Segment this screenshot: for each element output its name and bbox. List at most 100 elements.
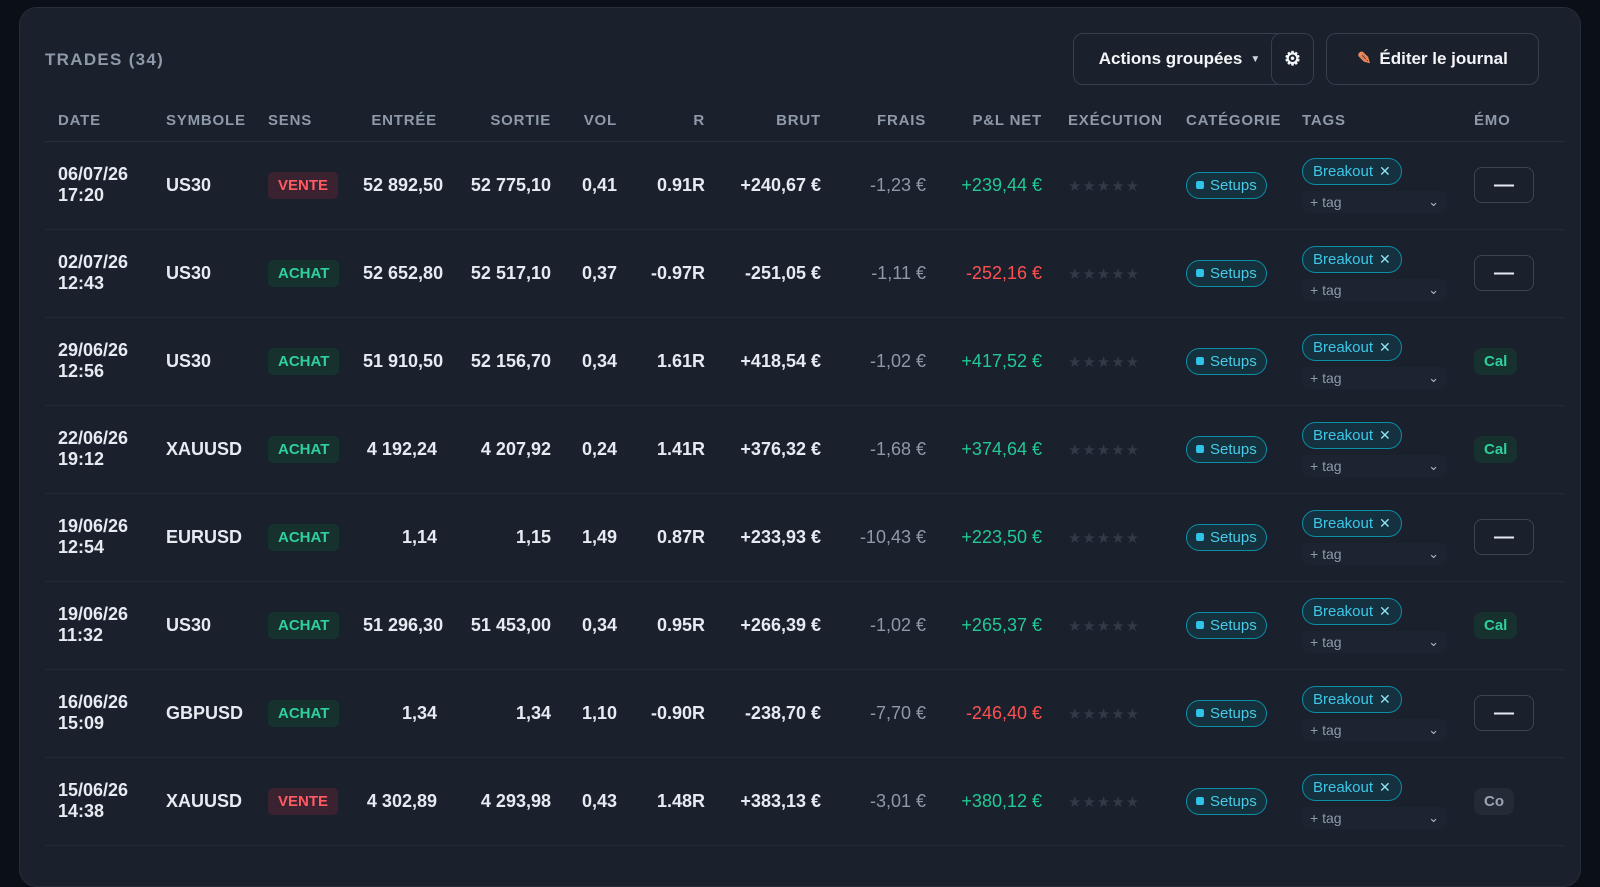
r-multiple-cell: 0.87R: [630, 493, 718, 582]
emotion-badge[interactable]: Co: [1474, 787, 1514, 815]
execution-rating-stars[interactable]: ★★★★★: [1068, 177, 1141, 195]
net-pnl-cell: +374,64 €: [939, 405, 1055, 494]
column-header[interactable]: TAGS: [1289, 100, 1461, 142]
category-label: Setups: [1210, 616, 1257, 634]
tag-chip[interactable]: Breakout ✕: [1302, 333, 1402, 361]
execution-rating-stars[interactable]: ★★★★★: [1068, 617, 1141, 635]
exit-cell: 4 207,92: [450, 405, 564, 494]
table-row[interactable]: 06/07/26 17:20 US30 VENTE 52 892,50 52 77…: [45, 141, 1565, 230]
category-badge[interactable]: Setups: [1186, 699, 1267, 727]
add-tag-select[interactable]: + tag ⌄: [1302, 718, 1447, 741]
category-badge[interactable]: Setups: [1186, 435, 1267, 463]
exit-cell: 1,15: [450, 493, 564, 582]
category-label: Setups: [1210, 440, 1257, 458]
table-row[interactable]: 22/06/26 19:12 XAUUSD ACHAT 4 192,24 4 20…: [45, 405, 1565, 494]
chevron-down-icon: ⌄: [1428, 633, 1439, 649]
execution-rating-stars[interactable]: ★★★★★: [1068, 705, 1141, 723]
column-header[interactable]: FRAIS: [834, 100, 939, 142]
add-tag-select[interactable]: + tag ⌄: [1302, 366, 1447, 389]
emotion-badge[interactable]: Cal: [1474, 611, 1518, 639]
tag-chip[interactable]: Breakout ✕: [1302, 773, 1402, 801]
category-badge[interactable]: Setups: [1186, 347, 1267, 375]
column-header[interactable]: ENTRÉE: [350, 100, 450, 142]
side-cell: ACHAT: [255, 317, 350, 406]
tag-chip[interactable]: Breakout ✕: [1302, 421, 1402, 449]
close-icon[interactable]: ✕: [1379, 690, 1391, 707]
column-header[interactable]: CATÉGORIE: [1173, 100, 1289, 142]
caret-down-icon: ▼: [1250, 53, 1261, 65]
category-badge[interactable]: Setups: [1186, 787, 1267, 815]
tag-chip[interactable]: Breakout ✕: [1302, 597, 1402, 625]
column-header[interactable]: R: [630, 100, 718, 142]
category-badge[interactable]: Setups: [1186, 523, 1267, 551]
symbol-cell: XAUUSD: [153, 405, 255, 494]
add-tag-select[interactable]: + tag ⌄: [1302, 542, 1447, 565]
execution-rating-stars[interactable]: ★★★★★: [1068, 441, 1141, 459]
emotion-badge[interactable]: Cal: [1474, 347, 1518, 375]
fees-cell: -1,02 €: [834, 317, 939, 406]
add-tag-select[interactable]: + tag ⌄: [1302, 454, 1447, 477]
close-icon[interactable]: ✕: [1379, 514, 1391, 531]
r-multiple-cell: 0.95R: [630, 581, 718, 670]
column-header[interactable]: ÉMO: [1461, 100, 1565, 142]
close-icon[interactable]: ✕: [1379, 250, 1391, 267]
table-row[interactable]: 19/06/26 11:32 US30 ACHAT 51 296,30 51 45…: [45, 581, 1565, 670]
column-header[interactable]: DATE: [45, 100, 153, 142]
add-tag-select[interactable]: + tag ⌄: [1302, 278, 1447, 301]
emotion-badge[interactable]: Cal: [1474, 435, 1518, 463]
execution-rating-stars[interactable]: ★★★★★: [1068, 529, 1141, 547]
r-multiple-cell: 0.91R: [630, 141, 718, 230]
emotion-button[interactable]: —: [1474, 255, 1534, 291]
category-badge[interactable]: Setups: [1186, 611, 1267, 639]
emotion-button[interactable]: —: [1474, 695, 1534, 731]
add-tag-select[interactable]: + tag ⌄: [1302, 806, 1447, 829]
tag-chip[interactable]: Breakout ✕: [1302, 245, 1402, 273]
close-icon[interactable]: ✕: [1379, 602, 1391, 619]
close-icon[interactable]: ✕: [1379, 426, 1391, 443]
table-header: DATE SYMBOLE SENS ENTRÉE SORTIE VOL R BRUT FRAIS…: [45, 100, 1565, 142]
tag-chip[interactable]: Breakout ✕: [1302, 509, 1402, 537]
table-row[interactable]: 19/06/26 12:54 EURUSD ACHAT 1,14 1,15 1,4…: [45, 493, 1565, 582]
column-header[interactable]: EXÉCUTION: [1055, 100, 1173, 142]
close-icon[interactable]: ✕: [1379, 162, 1391, 179]
add-tag-placeholder: + tag: [1310, 809, 1342, 826]
execution-rating-stars[interactable]: ★★★★★: [1068, 353, 1141, 371]
emotion-button[interactable]: —: [1474, 167, 1534, 203]
settings-button[interactable]: ⚙: [1271, 33, 1314, 85]
tag-chip[interactable]: Breakout ✕: [1302, 685, 1402, 713]
tag-label: Breakout: [1313, 250, 1374, 268]
add-tag-select[interactable]: + tag ⌄: [1302, 190, 1447, 213]
execution-rating-stars[interactable]: ★★★★★: [1068, 793, 1141, 811]
close-icon[interactable]: ✕: [1379, 338, 1391, 355]
column-header[interactable]: P&L NET: [939, 100, 1055, 142]
category-label: Setups: [1210, 264, 1257, 282]
emotion-button[interactable]: —: [1474, 519, 1534, 555]
column-header[interactable]: VOL: [564, 100, 630, 142]
date-cell: 22/06/26 19:12: [45, 405, 153, 494]
category-badge[interactable]: Setups: [1186, 259, 1267, 287]
date-cell: 29/06/26 12:56: [45, 317, 153, 406]
table-row[interactable]: 16/06/26 15:09 GBPUSD ACHAT 1,34 1,34 1,1…: [45, 669, 1565, 758]
execution-rating-stars[interactable]: ★★★★★: [1068, 265, 1141, 283]
category-cell: Setups: [1173, 405, 1289, 494]
trade-time: 17:20: [58, 185, 105, 205]
tag-chip[interactable]: Breakout ✕: [1302, 157, 1402, 185]
add-tag-select[interactable]: + tag ⌄: [1302, 630, 1447, 653]
bulk-actions-button[interactable]: Actions groupées ▼: [1073, 33, 1286, 85]
category-cell: Setups: [1173, 317, 1289, 406]
column-header[interactable]: SYMBOLE: [153, 100, 255, 142]
table-row[interactable]: 15/06/26 14:38 XAUUSD VENTE 4 302,89 4 29…: [45, 757, 1565, 846]
column-header[interactable]: SENS: [255, 100, 350, 142]
symbol-cell: US30: [153, 229, 255, 318]
edit-journal-button[interactable]: ✎ Éditer le journal: [1326, 33, 1539, 85]
trades-panel: TRADES (34) Actions groupées ▼ ⚙ ✎ Édite…: [19, 7, 1581, 887]
column-header[interactable]: SORTIE: [450, 100, 564, 142]
column-header[interactable]: BRUT: [718, 100, 834, 142]
net-pnl-cell: +380,12 €: [939, 757, 1055, 846]
trade-date: 19/06/26: [58, 516, 129, 536]
close-icon[interactable]: ✕: [1379, 778, 1391, 795]
category-badge[interactable]: Setups: [1186, 171, 1267, 199]
table-row[interactable]: 02/07/26 12:43 US30 ACHAT 52 652,80 52 51…: [45, 229, 1565, 318]
fees-cell: -1,11 €: [834, 229, 939, 318]
table-row[interactable]: 29/06/26 12:56 US30 ACHAT 51 910,50 52 15…: [45, 317, 1565, 406]
